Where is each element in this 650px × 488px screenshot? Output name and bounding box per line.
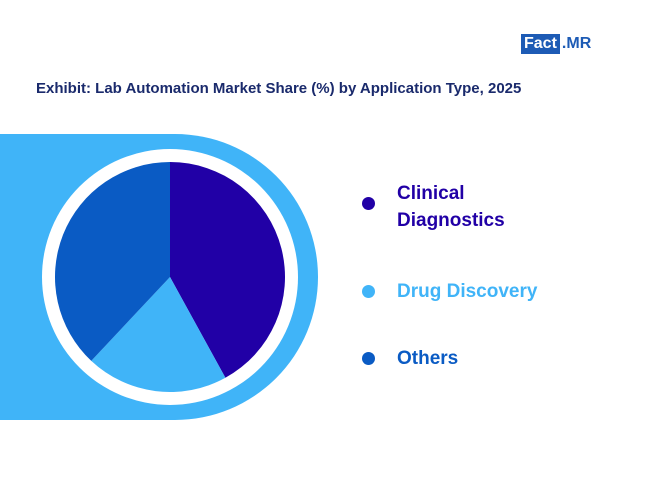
legend-label-clinical-diagnostics: Clinical Diagnostics — [397, 183, 505, 231]
logo-mr: MR — [566, 35, 592, 52]
factmr-logo: Fact . MR — [521, 34, 591, 54]
pie-chart — [55, 162, 285, 392]
chart-title: Exhibit: Lab Automation Market Share (%)… — [36, 80, 522, 97]
legend-dot-others — [362, 352, 375, 365]
pie-slice-clinical-diagnostics — [170, 162, 285, 378]
legend-label-drug-discovery: Drug Discovery — [397, 281, 538, 302]
legend-item-others: Others — [362, 345, 557, 372]
legend-dot-drug-discovery — [362, 285, 375, 298]
logo-fact-box: Fact — [521, 34, 560, 54]
legend-item-drug-discovery: Drug Discovery — [362, 278, 597, 305]
logo-dot: . — [561, 35, 567, 52]
pie-slice-others — [55, 162, 170, 361]
legend-label-others: Others — [397, 348, 459, 369]
legend-dot-clinical-diagnostics — [362, 197, 375, 210]
legend-item-clinical-diagnostics: Clinical Diagnostics — [362, 180, 557, 234]
pie-slice-drug-discovery — [91, 277, 226, 392]
